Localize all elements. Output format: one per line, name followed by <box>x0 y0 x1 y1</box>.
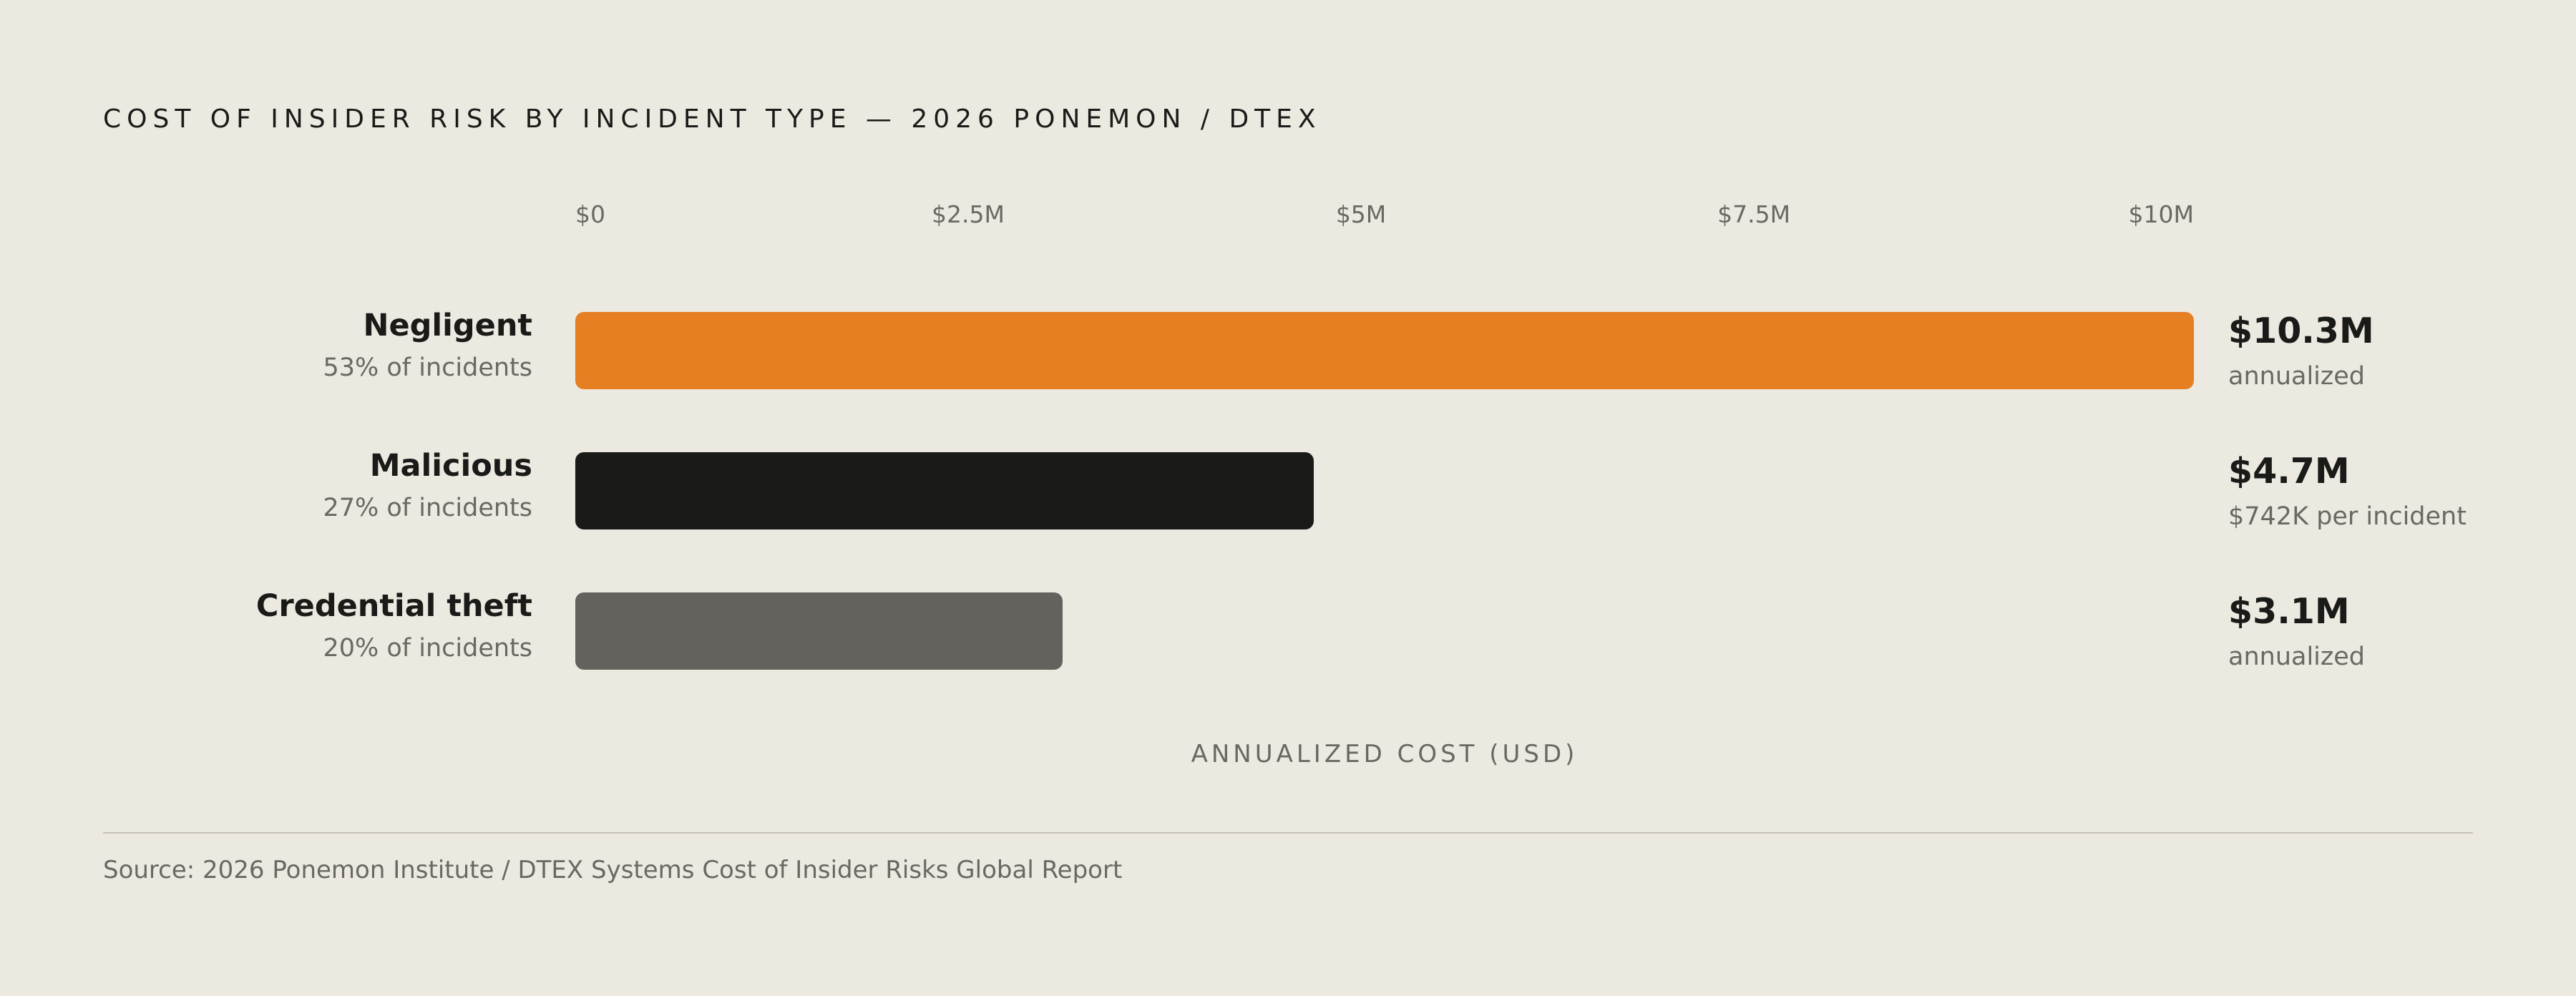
bar <box>575 452 1314 529</box>
x-tick-label: $2.5M <box>932 200 1005 228</box>
value-label: $4.7M <box>2228 451 2350 492</box>
category-share: 27% of incidents <box>323 494 532 522</box>
category-share: 20% of incidents <box>323 634 532 663</box>
bar <box>575 312 2194 389</box>
value-label: $10.3M <box>2228 311 2374 351</box>
category-label: Credential theft <box>255 588 532 624</box>
chart-title: COST OF INSIDER RISK BY INCIDENT TYPE — … <box>103 104 1322 134</box>
x-axis-title: ANNUALIZED COST (USD) <box>1191 740 1579 768</box>
footer-divider <box>103 832 2473 834</box>
bar <box>575 592 1063 670</box>
value-note: annualized <box>2228 362 2366 391</box>
bar-row-malicious: Malicious 27% of incidents $4.7M $742K p… <box>0 448 2576 531</box>
value-note: $742K per incident <box>2228 502 2467 531</box>
x-tick-label: $10M <box>2128 200 2194 228</box>
bar-row-negligent: Negligent 53% of incidents $10.3M annual… <box>0 308 2576 391</box>
x-tick-label: $5M <box>1335 200 1387 228</box>
value-note: annualized <box>2228 643 2366 671</box>
value-label: $3.1M <box>2228 591 2350 632</box>
x-axis-ticks: $0 $2.5M $5M $7.5M $10M <box>0 200 2576 235</box>
x-tick-label: $7.5M <box>1717 200 1791 228</box>
category-label: Malicious <box>369 448 532 484</box>
x-tick-label: $0 <box>575 200 605 228</box>
category-share: 53% of incidents <box>323 353 532 382</box>
source-note: Source: 2026 Ponemon Institute / DTEX Sy… <box>103 856 1123 884</box>
bar-row-credential-theft: Credential theft 20% of incidents $3.1M … <box>0 588 2576 671</box>
category-label: Negligent <box>363 308 532 343</box>
